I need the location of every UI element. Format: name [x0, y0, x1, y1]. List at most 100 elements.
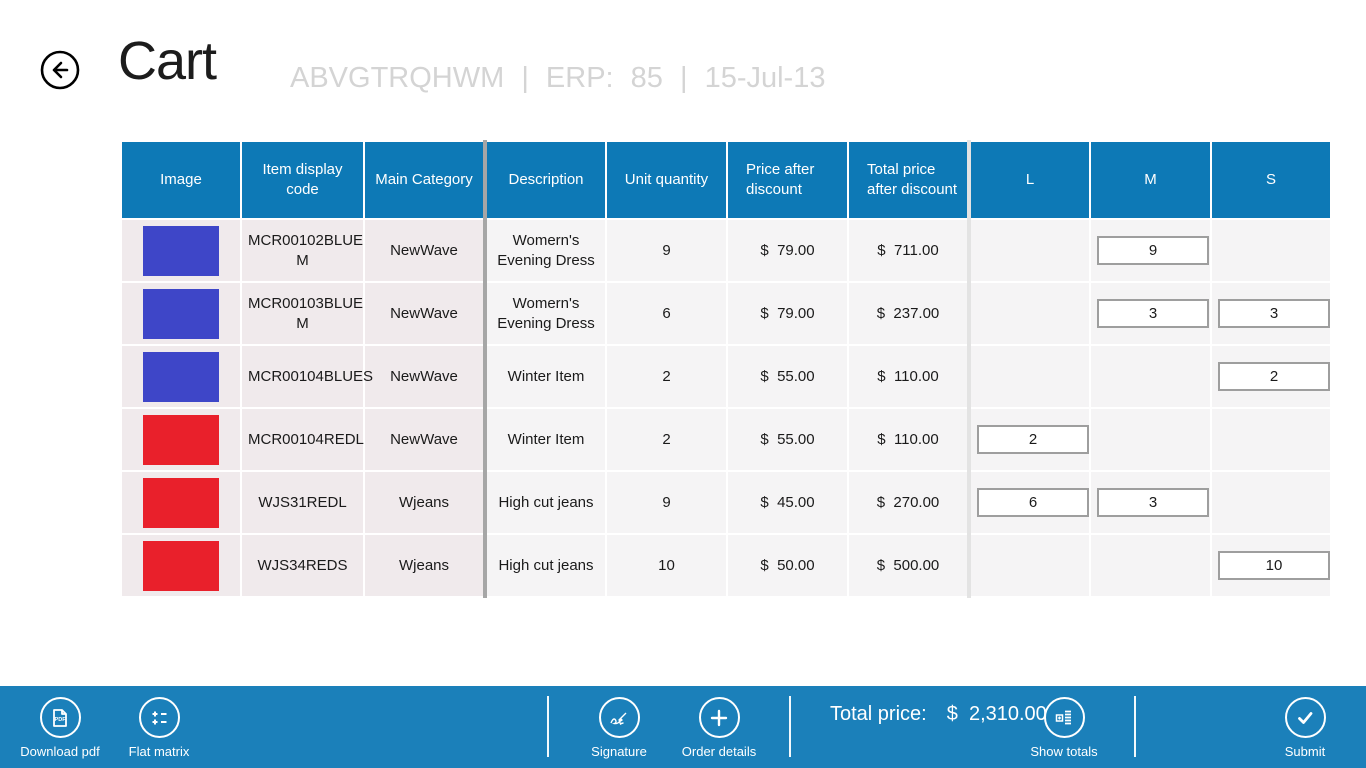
size-s-input[interactable]: 10: [1218, 551, 1330, 580]
pdf-icon: PDF: [39, 697, 81, 738]
item-color-swatch: [143, 225, 219, 276]
item-color-swatch: [143, 414, 219, 465]
download-pdf-button[interactable]: PDF Download pdf: [5, 697, 115, 758]
item-image-cell: [120, 344, 242, 409]
back-button[interactable]: [40, 50, 80, 90]
order-details-button[interactable]: Order details: [664, 697, 774, 758]
description-cell: Winter Item: [484, 407, 607, 472]
item-code-cell: WJS34REDS: [240, 533, 365, 598]
item-image-cell: [120, 218, 242, 283]
col-header-description: Description: [484, 140, 607, 220]
cart-table-header: Image Item display code Main Category De…: [120, 140, 1332, 220]
item-color-swatch: [143, 540, 219, 591]
size-s-input[interactable]: 3: [1218, 299, 1330, 328]
price-after-discount-cell: $ 79.00: [726, 281, 849, 346]
item-color-swatch: [143, 351, 219, 402]
table-row: WJS34REDS Wjeans High cut jeans 10 $ 50.00 $ …: [120, 533, 1332, 598]
col-header-size-s: S: [1210, 140, 1332, 220]
col-header-item-display-code: Item display code: [240, 140, 365, 220]
page-title: Cart: [118, 31, 217, 91]
size-s-cell: [1210, 407, 1332, 472]
description-cell: Winter Item: [484, 344, 607, 409]
total-price-after-discount-cell: $ 110.00: [847, 344, 971, 409]
unit-quantity-cell: 2: [605, 407, 728, 472]
size-m-input[interactable]: 3: [1097, 299, 1209, 328]
item-color-swatch: [143, 477, 219, 528]
item-image-cell: [120, 470, 242, 535]
signature-button[interactable]: Signature: [564, 697, 674, 758]
order-details-label: Order details: [681, 744, 757, 759]
price-after-discount-cell: $ 55.00: [726, 344, 849, 409]
signature-icon: [598, 697, 640, 738]
total-price-value: $ 2,310.00: [946, 703, 1047, 725]
flat-matrix-icon: [138, 697, 180, 738]
total-price: Total price: $ 2,310.00: [830, 703, 1047, 726]
size-l-input[interactable]: 2: [977, 425, 1089, 454]
svg-text:PDF: PDF: [55, 717, 67, 723]
unit-quantity-cell: 6: [605, 281, 728, 346]
appbar-divider: [789, 696, 791, 757]
table-row: MCR00102BLUE M NewWave Womern's Evening Dr…: [120, 218, 1332, 283]
col-header-image: Image: [120, 140, 242, 220]
description-cell: Womern's Evening Dress: [484, 218, 607, 283]
back-arrow-icon: [40, 50, 80, 93]
show-totals-button[interactable]: Show totals: [1009, 697, 1119, 758]
flat-matrix-button[interactable]: Flat matrix: [104, 697, 214, 758]
size-s-cell: [1210, 470, 1332, 535]
item-code-cell: MCR00102BLUE M: [240, 218, 365, 283]
unit-quantity-cell: 10: [605, 533, 728, 598]
main-category-cell: NewWave: [363, 407, 487, 472]
cart-table-body: MCR00102BLUE M NewWave Womern's Evening Dr…: [120, 218, 1332, 598]
item-image-cell: [120, 407, 242, 472]
item-color-swatch: [143, 288, 219, 339]
price-after-discount-cell: $ 79.00: [726, 218, 849, 283]
size-s-input[interactable]: 2: [1218, 362, 1330, 391]
size-l-cell: 6: [968, 470, 1091, 535]
col-header-price-after-discount: Price after discount: [726, 140, 849, 220]
size-l-cell: [968, 533, 1091, 598]
price-after-discount-cell: $ 55.00: [726, 407, 849, 472]
page-header: Cart ABVGTRQHWM | ERP: 85 | 15-Jul-13: [0, 0, 1366, 140]
unit-quantity-cell: 9: [605, 218, 728, 283]
col-header-size-m: M: [1089, 140, 1212, 220]
appbar-divider: [547, 696, 549, 757]
unit-quantity-cell: 2: [605, 344, 728, 409]
main-category-cell: Wjeans: [363, 533, 487, 598]
total-price-after-discount-cell: $ 500.00: [847, 533, 971, 598]
price-after-discount-cell: $ 50.00: [726, 533, 849, 598]
main-category-cell: NewWave: [363, 281, 487, 346]
total-price-after-discount-cell: $ 110.00: [847, 407, 971, 472]
size-s-cell: 2: [1210, 344, 1332, 409]
size-m-cell: [1089, 344, 1212, 409]
item-code-cell: MCR00104BLUES: [240, 344, 373, 409]
total-price-label: Total price:: [830, 703, 927, 725]
check-icon: [1284, 697, 1326, 738]
item-image-cell: [120, 281, 242, 346]
item-code-cell: WJS31REDL: [240, 470, 365, 535]
price-after-discount-cell: $ 45.00: [726, 470, 849, 535]
submit-label: Submit: [1284, 744, 1326, 759]
size-m-cell: 3: [1089, 470, 1212, 535]
size-m-input[interactable]: 9: [1097, 236, 1209, 265]
show-totals-icon: [1043, 697, 1085, 738]
size-s-cell: [1210, 218, 1332, 283]
size-m-input[interactable]: 3: [1097, 488, 1209, 517]
size-l-cell: [968, 344, 1091, 409]
item-code-cell: MCR00104REDL: [240, 407, 365, 472]
appbar-divider: [1134, 696, 1136, 757]
main-category-cell: NewWave: [363, 344, 487, 409]
order-subtitle: ABVGTRQHWM | ERP: 85 | 15-Jul-13: [290, 62, 826, 94]
download-pdf-label: Download pdf: [20, 744, 100, 759]
size-l-input[interactable]: 6: [977, 488, 1089, 517]
submit-button[interactable]: Submit: [1250, 697, 1360, 758]
item-image-cell: [120, 533, 242, 598]
description-cell: High cut jeans: [484, 470, 607, 535]
size-l-cell: [968, 281, 1091, 346]
cart-table: Image Item display code Main Category De…: [120, 140, 1332, 598]
col-header-main-category: Main Category: [363, 140, 487, 220]
signature-label: Signature: [591, 744, 647, 759]
size-l-cell: 2: [968, 407, 1091, 472]
size-l-cell: [968, 218, 1091, 283]
description-cell: Womern's Evening Dress: [484, 281, 607, 346]
description-cell: High cut jeans: [484, 533, 607, 598]
